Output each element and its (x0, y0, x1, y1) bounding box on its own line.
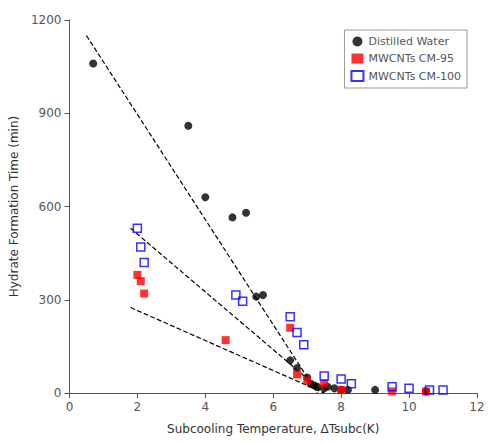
svg-text:MWCNTs CM-100: MWCNTs CM-100 (368, 70, 461, 83)
svg-text:MWCNTs CM-95: MWCNTs CM-95 (368, 52, 454, 65)
svg-text:4: 4 (201, 400, 209, 414)
svg-text:0: 0 (66, 400, 74, 414)
svg-text:6: 6 (269, 400, 277, 414)
svg-text:600: 600 (39, 200, 62, 214)
svg-text:12: 12 (469, 400, 484, 414)
svg-text:900: 900 (39, 106, 62, 120)
svg-text:1200: 1200 (31, 13, 62, 27)
svg-text:Hydrate Formation Time (min): Hydrate Formation Time (min) (7, 116, 21, 298)
svg-text:2: 2 (134, 400, 142, 414)
svg-text:Subcooling Temperature, ΔTsubc: Subcooling Temperature, ΔTsubc(K) (167, 422, 379, 436)
svg-text:8: 8 (337, 400, 345, 414)
svg-text:0: 0 (54, 386, 62, 400)
svg-text:Distilled Water: Distilled Water (368, 35, 449, 48)
svg-text:300: 300 (39, 293, 62, 307)
svg-text:10: 10 (401, 400, 416, 414)
